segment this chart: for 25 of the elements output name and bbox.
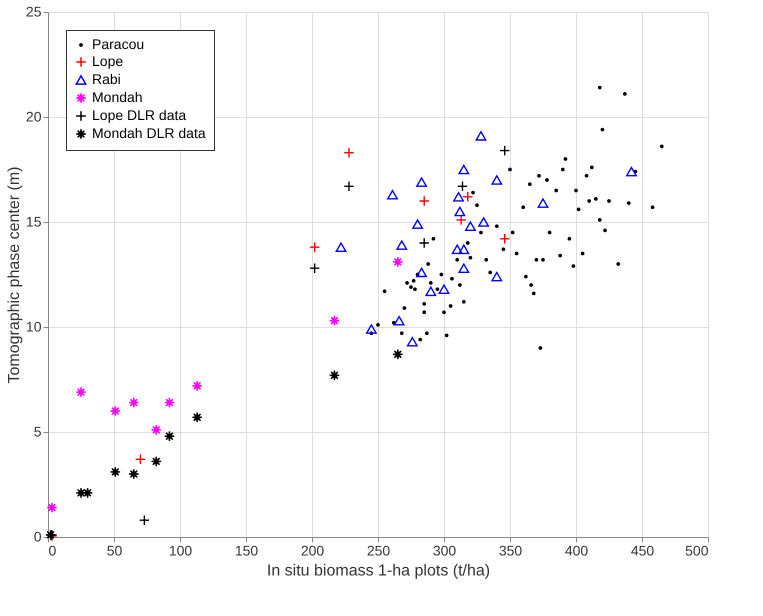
y-tick-label: 0	[34, 528, 42, 544]
x-tick-label: 500	[685, 542, 709, 558]
y-tick-label: 20	[26, 108, 42, 124]
x-tick-label: 50	[106, 542, 122, 558]
x-tick-label: 100	[168, 542, 192, 558]
legend-label: Mondah	[92, 89, 143, 105]
x-tick-label: 300	[432, 542, 456, 558]
x-tick-label: 400	[564, 542, 588, 558]
y-axis-title: Tomographic phase center (m)	[6, 166, 23, 384]
legend-label: Mondah DLR data	[92, 125, 206, 141]
y-tick-label: 25	[26, 4, 42, 20]
x-tick-label: 250	[366, 542, 390, 558]
x-tick-label: 200	[300, 542, 324, 558]
y-tick-label: 15	[26, 214, 42, 230]
x-tick-label: 0	[48, 542, 56, 558]
x-tick-label: 350	[498, 542, 522, 558]
x-tick-label: 150	[234, 542, 258, 558]
legend-label: Paracou	[92, 36, 144, 52]
x-tick-label: 450	[630, 542, 654, 558]
x-axis-title: In situ biomass 1-ha plots (t/ha)	[266, 562, 490, 580]
y-tick-label: 10	[26, 318, 42, 334]
y-tick-label: 5	[34, 424, 42, 440]
legend-label: Lope	[92, 53, 124, 69]
legend-label: Lope DLR data	[92, 107, 186, 123]
legend-label: Rabi	[92, 71, 121, 87]
